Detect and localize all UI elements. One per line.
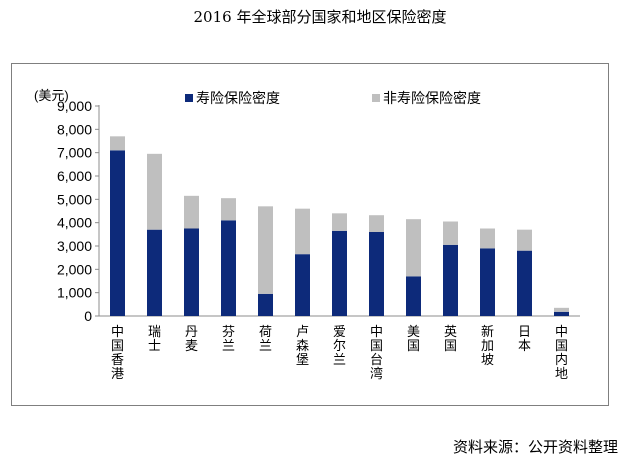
- x-tick-label: 荷兰: [259, 325, 272, 354]
- bar-life-10: [480, 248, 495, 316]
- bar-nonlife-2: [184, 195, 199, 229]
- bar-life-2: [184, 228, 199, 316]
- bar-life-4: [258, 293, 273, 316]
- chart-frame: [11, 63, 609, 406]
- bar-life-3: [221, 220, 236, 316]
- x-tick-label: 丹麦: [185, 325, 198, 354]
- x-tick-label: 新加坡: [481, 324, 494, 368]
- bar-nonlife-7: [369, 215, 384, 232]
- bar-life-1: [147, 229, 162, 316]
- x-tick-label: 瑞士: [148, 325, 161, 354]
- source-note: 资料来源：公开资料整理: [452, 438, 618, 456]
- x-tick-label: 中国香港: [111, 325, 124, 382]
- y-tick-label: 8,000: [57, 121, 92, 137]
- x-tick-label: 中国台湾: [370, 325, 383, 382]
- bar-nonlife-8: [406, 219, 421, 277]
- chart-title: 2016 年全球部分国家和地区保险密度: [193, 8, 447, 26]
- legend-swatch-life: [185, 94, 193, 102]
- x-tick-label: 卢森堡: [296, 324, 309, 368]
- bar-life-12: [554, 311, 569, 316]
- y-tick-label: 7,000: [57, 145, 92, 161]
- legend-swatch-nonlife: [372, 94, 380, 102]
- bar-life-8: [406, 276, 421, 316]
- x-tick-label: 英国: [444, 325, 457, 354]
- bar-life-6: [332, 230, 347, 316]
- x-tick-label: 美国: [407, 325, 420, 354]
- y-tick-label: 5,000: [57, 191, 92, 207]
- bar-nonlife-12: [554, 307, 569, 312]
- y-tick-label: 1,000: [57, 285, 92, 301]
- y-tick-label: 0: [84, 308, 92, 324]
- bar-life-11: [517, 250, 532, 316]
- bar-nonlife-4: [258, 206, 273, 294]
- bar-nonlife-1: [147, 153, 162, 230]
- bar-nonlife-3: [221, 198, 236, 221]
- x-tick-label: 爱尔兰: [333, 325, 346, 368]
- bar-life-9: [443, 244, 458, 316]
- bars: [110, 136, 569, 316]
- bar-nonlife-0: [110, 136, 125, 151]
- bar-life-7: [369, 232, 384, 316]
- y-axis-label: (美元): [34, 88, 69, 103]
- x-tick-label: 中国内地: [555, 325, 568, 382]
- x-tick-label: 芬兰: [222, 325, 235, 354]
- y-tick-label: 6,000: [57, 168, 92, 184]
- y-tick-label: 9,000: [57, 98, 92, 114]
- bar-life-0: [110, 150, 125, 316]
- y-ticks: 0 1,000 2,000 3,000 4,000 5,000 6,000 7,000 8,00…: [57, 98, 99, 324]
- bar-nonlife-11: [517, 229, 532, 251]
- bar-nonlife-6: [332, 213, 347, 231]
- bar-nonlife-10: [480, 228, 495, 249]
- bar-nonlife-5: [295, 208, 310, 255]
- legend-label-nonlife: 非寿险保险密度: [383, 90, 481, 107]
- y-tick-label: 3,000: [57, 238, 92, 254]
- x-tick-label: 日本: [518, 325, 531, 354]
- bar-life-5: [295, 254, 310, 316]
- legend: 寿险保险密度 非寿险保险密度: [185, 90, 481, 107]
- legend-label-life: 寿险保险密度: [196, 90, 280, 107]
- y-tick-label: 2,000: [57, 261, 92, 277]
- bar-nonlife-9: [443, 221, 458, 245]
- y-tick-label: 4,000: [57, 215, 92, 231]
